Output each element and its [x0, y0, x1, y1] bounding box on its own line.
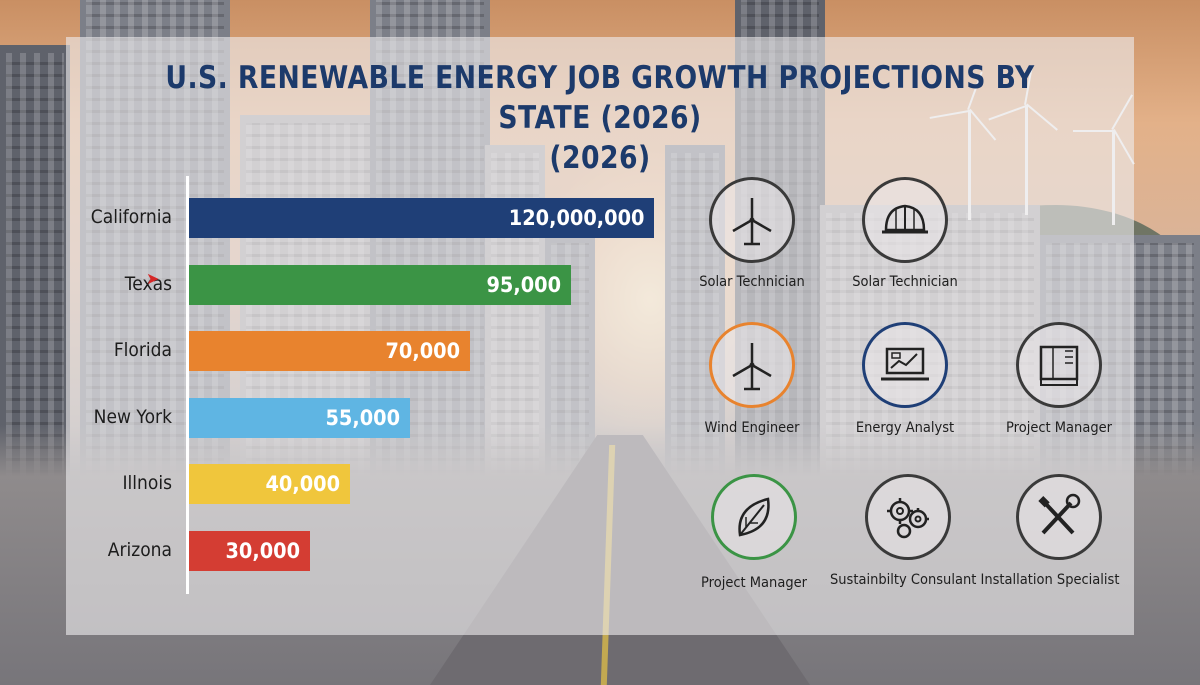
chart-title: U.S. RENEWABLE ENERGY JOB GROWTH PROJECT…	[141, 58, 1059, 178]
bar: 30,000	[189, 530, 310, 571]
data-label: 40,000	[265, 472, 340, 496]
bar: 40,000	[189, 464, 350, 504]
data-label: 95,000	[486, 272, 561, 297]
blueprint-icon	[1016, 322, 1102, 408]
role-label: Energy Analyst	[855, 420, 955, 436]
role-label: Project Manager	[700, 575, 808, 591]
category-label: California	[90, 206, 172, 228]
role-label: Project Manager	[1005, 420, 1113, 436]
gears-icon	[865, 474, 951, 560]
bar: 70,000	[189, 331, 471, 371]
category-label: Florida	[113, 339, 172, 361]
bar: 120,000,000	[189, 198, 654, 238]
wind-turbine-icon	[709, 177, 795, 263]
title-line-1: U.S. RENEWABLE ENERGY JOB GROWTH PROJECT…	[165, 60, 1035, 136]
bar-chart: California 120,000,000 Texas 95,000 Florida 7…	[60, 170, 700, 600]
role-label: Solar Technician	[852, 274, 958, 290]
bar: 55,000	[189, 397, 411, 438]
category-label: Texas	[124, 272, 172, 295]
data-label: 55,000	[325, 405, 401, 430]
leaf-icon	[711, 474, 797, 560]
laptop-chart-icon	[862, 322, 948, 408]
data-label: 70,000	[385, 339, 461, 363]
data-label: 30,000	[225, 538, 300, 563]
data-label: 120,000,000	[508, 206, 644, 230]
role-label: Solar Technician	[699, 274, 805, 290]
y-axis-line	[186, 176, 189, 594]
tools-icon	[1016, 474, 1102, 560]
role-label: Wind Engineer	[704, 420, 800, 436]
texas-marker-icon: ➤	[146, 270, 160, 288]
role-label: Sustainbilty Consulant Installation Spec…	[830, 572, 1120, 588]
wind-turbine-icon	[709, 322, 795, 408]
bar: 95,000	[189, 264, 571, 305]
category-label: Arizona	[107, 538, 172, 561]
category-label: Illnois	[122, 472, 172, 494]
title-line-2: (2026)	[549, 140, 651, 176]
hard-hat-icon	[862, 177, 948, 263]
category-label: New York	[93, 405, 172, 428]
